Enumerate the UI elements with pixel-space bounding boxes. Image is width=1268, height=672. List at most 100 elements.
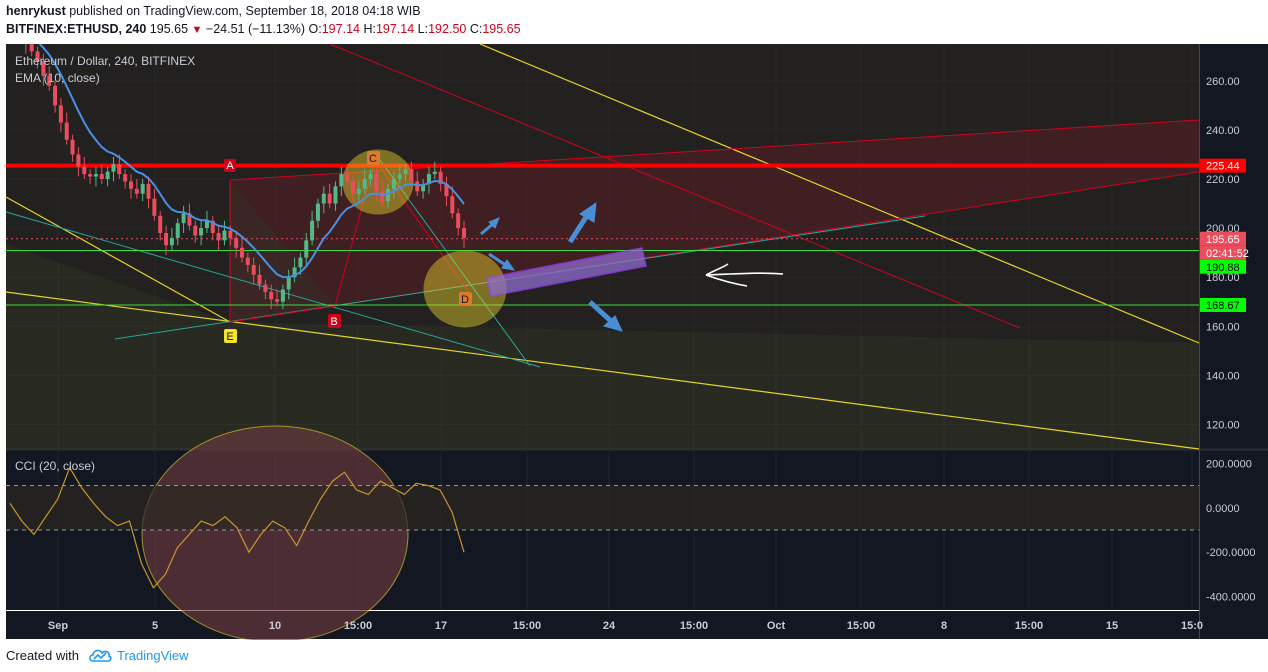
- price-tick-label: 140.00: [1206, 370, 1240, 382]
- point-a-badge[interactable]: [224, 159, 236, 172]
- point-c-label: C: [369, 153, 377, 165]
- candle-body: [380, 191, 385, 202]
- high-value: 197.14: [375, 22, 415, 36]
- price-marker-badge: [1200, 245, 1246, 260]
- red-diagonal-line[interactable]: [329, 44, 1021, 329]
- cci-tick-label: -200.0000: [1206, 547, 1256, 559]
- price-tick-label: 240.00: [1206, 125, 1240, 137]
- yellow-left-line[interactable]: [5, 196, 231, 323]
- candle-body: [415, 181, 420, 192]
- yellow-support-line[interactable]: [5, 291, 1200, 450]
- time-tick-label: 15:00: [1015, 620, 1043, 632]
- candle-body: [58, 105, 63, 123]
- price-marker-badge: [1200, 259, 1246, 274]
- candle-body: [386, 188, 391, 202]
- last-price: 195.65: [149, 22, 189, 36]
- cci-axis-labels: 200.0000 0.0000 -200.0000 -400.0000: [1206, 458, 1256, 603]
- candle-body: [169, 237, 174, 246]
- high-label: H:: [363, 22, 376, 36]
- candle-body: [146, 183, 151, 199]
- candle-body: [245, 257, 250, 265]
- tradingview-link[interactable]: TradingView: [117, 648, 189, 663]
- cci-line[interactable]: [9, 466, 465, 589]
- yellow-resistance-line[interactable]: [479, 44, 1200, 344]
- chart-header: henrykust published on TradingView.com, …: [0, 0, 1268, 44]
- price-axis-labels: 120.00140.00160.00180.00200.00220.00240.…: [1206, 76, 1240, 432]
- close-value: 195.65: [482, 22, 521, 36]
- candle-body: [275, 299, 280, 302]
- time-tick-label: 17: [435, 620, 447, 632]
- candle-body: [368, 174, 373, 179]
- candle-body: [321, 193, 326, 204]
- price-marker-label: 190.88: [1206, 262, 1240, 274]
- point-d-label: D: [461, 294, 469, 306]
- pattern-points: A B C D E: [224, 151, 472, 343]
- candle-body: [134, 188, 139, 194]
- abcd-pattern: [229, 158, 471, 323]
- time-tick-label: 15: [1106, 620, 1118, 632]
- candle-body: [140, 183, 145, 194]
- red-upper-line[interactable]: [229, 119, 1200, 181]
- candle-body: [181, 213, 186, 224]
- candle-body: [240, 247, 244, 258]
- down-arrow-icon: ▼: [191, 24, 203, 36]
- candle-body: [210, 220, 215, 233]
- candle-body: [339, 174, 344, 187]
- candle-body: [462, 228, 466, 238]
- candle-body: [222, 230, 227, 241]
- price-tick-label: 120.00: [1206, 419, 1240, 431]
- candle-body: [123, 174, 128, 182]
- candle-body: [351, 181, 355, 194]
- ema-line[interactable]: [20, 44, 465, 279]
- candle-body: [426, 174, 431, 184]
- tradingview-cloud-icon: [89, 649, 112, 662]
- author-name[interactable]: henrykust: [6, 4, 66, 18]
- price-change: −24.51 (−11.13%): [205, 22, 306, 36]
- cci-band: [6, 485, 1199, 530]
- low-label: L:: [417, 22, 429, 36]
- teal-c-line[interactable]: [379, 159, 531, 367]
- price-chart[interactable]: A B C D E Ethereum / Dollar, 240, BITFIN…: [0, 44, 1268, 640]
- point-c-badge[interactable]: [367, 151, 380, 165]
- price-marker-badge: [1200, 297, 1246, 312]
- candle-body: [450, 196, 455, 214]
- candle-body: [152, 198, 157, 216]
- candle-body: [315, 203, 320, 221]
- arrow-up-large-icon: [567, 212, 591, 244]
- candle-body: [391, 179, 396, 189]
- price-marker-label: 02:41:52: [1206, 248, 1249, 260]
- candle-body: [327, 193, 332, 204]
- candle-body: [204, 220, 209, 229]
- candle-body: [105, 171, 110, 179]
- candle-body: [129, 181, 133, 189]
- time-tick-label: 15:00: [847, 620, 875, 632]
- cci-tick-label: 200.0000: [1206, 458, 1252, 470]
- price-marker-label: 168.67: [1206, 300, 1240, 312]
- published-text: published on TradingView.com, September …: [69, 4, 421, 18]
- candle-body: [286, 277, 291, 290]
- teal-down-line[interactable]: [5, 211, 541, 368]
- candle-body: [164, 233, 169, 246]
- time-tick-label: 15:00: [680, 620, 708, 632]
- price-tick-label: 220.00: [1206, 174, 1240, 186]
- cci-highlight-circle[interactable]: [141, 425, 409, 640]
- point-a-label: A: [226, 160, 234, 172]
- candle-body: [409, 169, 414, 182]
- candle-body: [234, 237, 239, 248]
- candlestick-series[interactable]: [18, 44, 466, 310]
- candle-body: [304, 240, 309, 258]
- time-tick-label: 8: [941, 620, 947, 632]
- point-e-badge[interactable]: [224, 329, 237, 343]
- point-d-badge[interactable]: [459, 292, 472, 306]
- time-tick-label: 5: [152, 620, 158, 632]
- point-b-label: B: [330, 316, 337, 328]
- price-axis[interactable]: [1199, 44, 1268, 639]
- candle-body: [298, 257, 303, 268]
- price-tick-label: 260.00: [1206, 76, 1240, 88]
- candle-body: [397, 174, 402, 179]
- candle-body: [310, 220, 315, 241]
- point-b-badge[interactable]: [328, 314, 341, 328]
- open-label: O:: [308, 22, 322, 36]
- ema-legend: EMA (10, close): [15, 71, 100, 85]
- purple-zone-rect[interactable]: [486, 247, 647, 297]
